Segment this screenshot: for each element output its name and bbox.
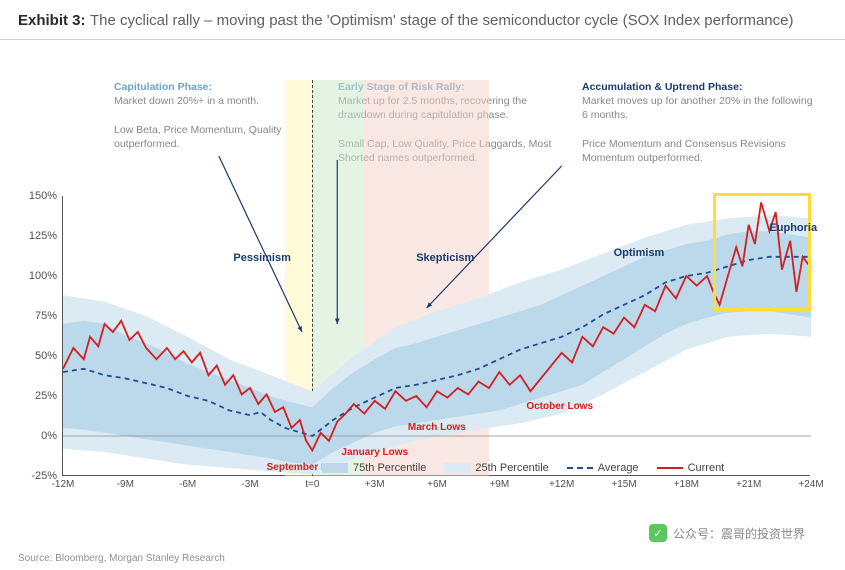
low-label-january: January Lows: [341, 447, 408, 458]
legend-item-current: Current: [657, 462, 725, 474]
annotation-body: Market moves up for another 20% in the f…: [582, 94, 814, 165]
watermark: ✓ 公众号：震哥的投资世界: [649, 524, 805, 542]
phase-label-skepticism: Skepticism: [416, 252, 474, 264]
legend-item-p75: 75th Percentile: [322, 462, 426, 474]
phase-label-euphoria: Euphoria: [769, 222, 817, 234]
phase-band-capitulation: [285, 80, 312, 476]
y-tick-label: 0%: [41, 430, 57, 442]
x-tick-label: -12M: [52, 479, 75, 490]
x-tick-label: +15M: [611, 479, 636, 490]
t-zero-line: [312, 80, 313, 476]
x-tick-label: +9M: [489, 479, 509, 490]
legend-label: Average: [598, 462, 639, 474]
phase-label-pessimism: Pessimism: [233, 252, 290, 264]
y-tick-label: 125%: [29, 230, 57, 242]
exhibit-label: Exhibit 3:: [18, 12, 86, 29]
x-tick-label: -6M: [179, 479, 196, 490]
swatch-p25: [444, 463, 470, 473]
legend-label: 25th Percentile: [475, 462, 548, 474]
legend-label: Current: [688, 462, 725, 474]
annotation-capitulation: Capitulation Phase: Market down 20%+ in …: [114, 80, 304, 151]
y-tick-label: 75%: [35, 310, 57, 322]
low-label-october: October Lows: [526, 401, 593, 412]
y-tick-label: 150%: [29, 190, 57, 202]
x-tick-label: +18M: [674, 479, 699, 490]
chart-title: The cyclical rally – moving past the 'Op…: [90, 12, 794, 29]
swatch-avg: [567, 467, 593, 469]
swatch-current: [657, 467, 683, 469]
chart-header: Exhibit 3: The cyclical rally – moving p…: [0, 0, 845, 40]
annotation-accumulation: Accumulation & Uptrend Phase: Market mov…: [582, 80, 814, 165]
x-tick-label: +12M: [549, 479, 574, 490]
annotation-heading: Capitulation Phase:: [114, 80, 304, 94]
x-tick-label: -3M: [241, 479, 258, 490]
phase-label-optimism: Optimism: [614, 247, 665, 259]
legend-label: 75th Percentile: [353, 462, 426, 474]
euphoria-highlight-box: [713, 193, 811, 311]
legend-item-avg: Average: [567, 462, 639, 474]
watermark-text: 公众号：震哥的投资世界: [673, 525, 805, 542]
watermark-icon: ✓: [649, 524, 667, 542]
source-text: Source: Bloomberg, Morgan Stanley Resear…: [18, 553, 225, 564]
y-tick-label: 25%: [35, 390, 57, 402]
x-tick-label: +6M: [427, 479, 447, 490]
y-tick-label: 100%: [29, 270, 57, 282]
chart-area: Capitulation Phase: Market down 20%+ in …: [18, 80, 826, 510]
swatch-p75: [322, 463, 348, 473]
x-tick-label: -9M: [117, 479, 134, 490]
annotation-body: Market down 20%+ in a month. Low Beta, P…: [114, 94, 304, 151]
x-tick-label: +3M: [365, 479, 385, 490]
low-label-march: March Lows: [408, 422, 466, 433]
x-tick-label: t=0: [305, 479, 319, 490]
phase-band-early-rally: [312, 80, 364, 476]
x-tick-label: +21M: [736, 479, 761, 490]
phase-band-skepticism: [364, 80, 489, 476]
x-tick-label: +24M: [798, 479, 823, 490]
legend: 75th Percentile 25th Percentile Average …: [322, 462, 724, 474]
legend-item-p25: 25th Percentile: [444, 462, 548, 474]
plot-region: -25%0%25%50%75%100%125%150%-12M-9M-6M-3M…: [62, 196, 810, 476]
annotation-heading: Accumulation & Uptrend Phase:: [582, 80, 814, 94]
y-tick-label: 50%: [35, 350, 57, 362]
